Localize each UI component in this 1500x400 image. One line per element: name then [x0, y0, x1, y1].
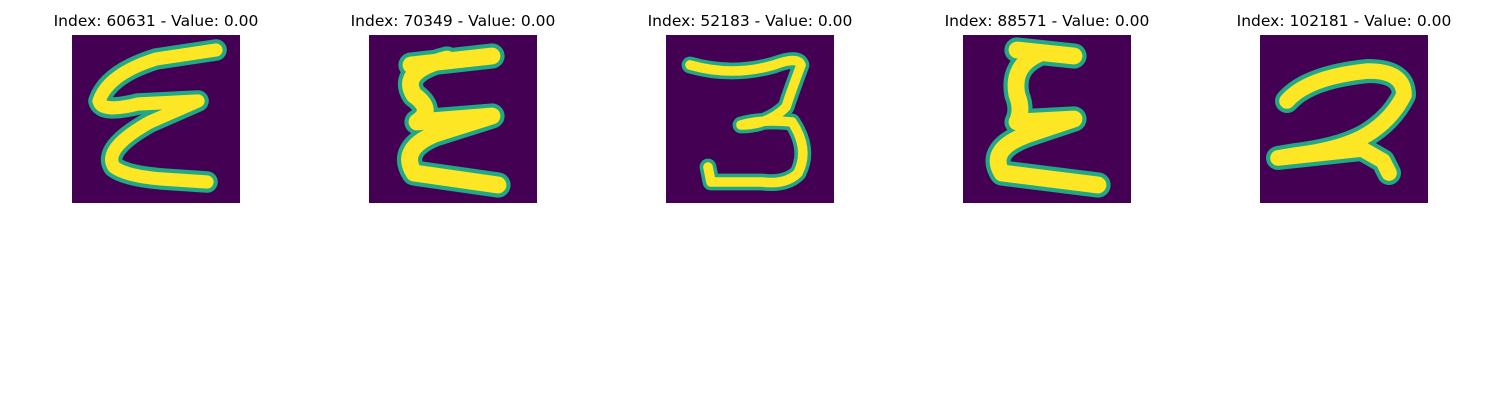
digit-image: [963, 35, 1131, 203]
digit-image: [1260, 35, 1428, 203]
digit-image: [369, 35, 537, 203]
panel-title: Index: 52183 - Value: 0.00: [647, 12, 853, 30]
panel-title: Index: 70349 - Value: 0.00: [350, 12, 556, 30]
panel-title: Index: 102181 - Value: 0.00: [1236, 12, 1452, 30]
digit-image: [666, 35, 834, 203]
panel-title: Index: 88571 - Value: 0.00: [944, 12, 1150, 30]
panel-title: Index: 60631 - Value: 0.00: [53, 12, 259, 30]
digit-image: [72, 35, 240, 203]
